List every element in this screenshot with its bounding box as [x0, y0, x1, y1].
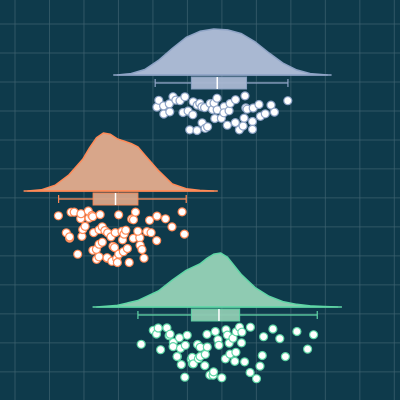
data-point	[292, 326, 302, 337]
data-point	[179, 229, 189, 239]
data-point	[230, 95, 241, 105]
data-point	[182, 330, 192, 340]
data-point	[160, 214, 171, 224]
data-point	[240, 357, 250, 367]
data-point	[130, 207, 141, 217]
data-point	[177, 207, 187, 217]
density-cloud	[95, 252, 339, 308]
data-point	[247, 124, 258, 134]
data-point	[202, 329, 212, 339]
data-point	[176, 360, 186, 370]
series-3	[92, 252, 342, 384]
data-point	[152, 211, 162, 221]
data-point	[188, 110, 198, 120]
data-point	[192, 125, 202, 136]
data-point	[210, 326, 220, 337]
data-point	[275, 334, 285, 344]
data-point	[251, 374, 262, 384]
data-point	[165, 329, 175, 339]
data-point	[168, 342, 178, 352]
density-cloud	[116, 28, 329, 76]
data-point	[124, 257, 134, 268]
data-point	[109, 242, 120, 253]
data-point	[180, 372, 190, 382]
data-point	[245, 367, 255, 378]
data-point	[247, 116, 258, 127]
data-point	[121, 225, 131, 235]
data-point	[64, 232, 75, 242]
series-group	[23, 28, 342, 384]
data-point	[152, 236, 162, 246]
data-point	[174, 333, 184, 343]
data-point	[94, 252, 104, 262]
density-cloud	[26, 132, 215, 192]
data-point	[112, 257, 123, 268]
data-point	[237, 327, 247, 337]
data-point	[260, 109, 270, 119]
data-point	[236, 338, 247, 348]
data-point	[88, 212, 98, 222]
data-point	[231, 347, 241, 357]
data-point	[133, 226, 143, 236]
series-2	[23, 132, 218, 268]
data-point	[167, 222, 177, 232]
data-point	[145, 215, 155, 225]
box-iqr	[190, 76, 248, 90]
data-point	[222, 120, 232, 130]
data-point	[200, 349, 210, 359]
data-point	[139, 253, 149, 263]
box-iqr	[190, 308, 241, 322]
data-point	[268, 324, 278, 334]
data-point	[283, 96, 293, 106]
data-point	[309, 330, 319, 340]
data-point	[180, 340, 190, 350]
data-point	[245, 322, 255, 332]
data-point	[214, 340, 224, 350]
data-point	[122, 243, 133, 254]
data-point	[114, 210, 124, 220]
data-point	[224, 106, 234, 116]
data-point	[128, 215, 139, 225]
data-point	[136, 339, 146, 349]
data-point	[202, 342, 212, 352]
data-point	[137, 244, 147, 255]
series-1	[113, 28, 332, 136]
data-point	[259, 332, 269, 342]
data-point	[172, 351, 182, 362]
data-point	[280, 352, 290, 362]
data-point	[238, 121, 248, 131]
data-point	[156, 345, 166, 355]
data-point	[73, 249, 83, 259]
data-point	[257, 350, 267, 361]
data-point	[254, 99, 264, 110]
data-point	[95, 210, 105, 220]
data-point	[212, 93, 222, 103]
data-point	[165, 107, 175, 117]
data-point	[303, 344, 313, 354]
data-point	[217, 373, 227, 383]
data-point	[255, 361, 265, 371]
data-point	[146, 228, 156, 238]
data-point	[53, 211, 64, 221]
data-point	[230, 117, 240, 128]
data-point	[203, 122, 213, 132]
data-point	[209, 367, 219, 377]
data-point	[200, 361, 210, 371]
data-point	[180, 92, 190, 102]
data-point	[97, 237, 107, 247]
data-point	[239, 113, 249, 123]
data-point	[80, 221, 90, 231]
data-point	[269, 107, 279, 117]
data-point	[230, 356, 240, 366]
data-point	[153, 323, 163, 333]
data-point	[240, 91, 250, 101]
